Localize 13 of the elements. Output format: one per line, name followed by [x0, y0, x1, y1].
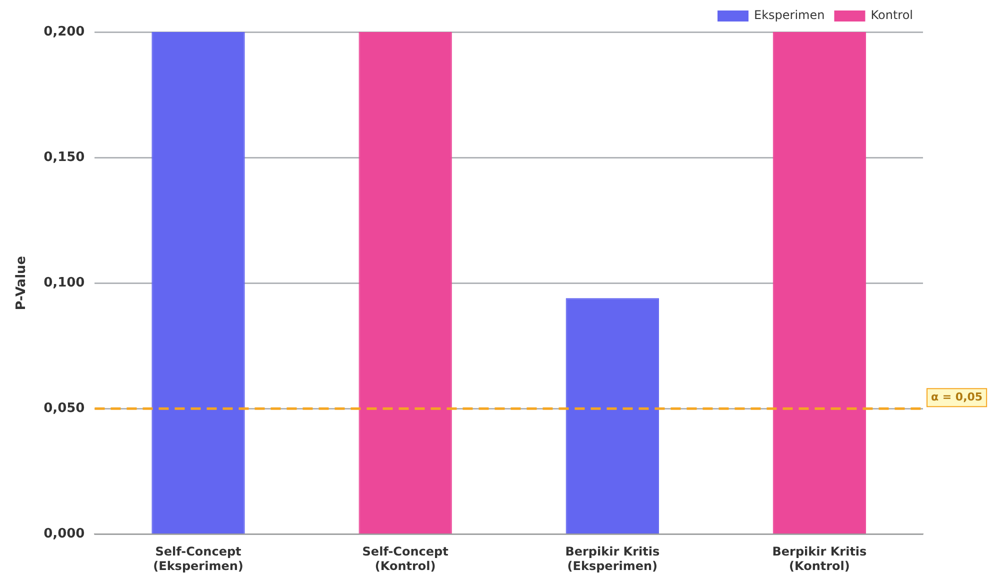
x-tick-label: Berpikir Kritis (Eksperimen) [565, 544, 660, 573]
y-tick-label: 0,100 [44, 275, 85, 290]
ref-line-label: α = 0,05 [931, 390, 983, 404]
y-tick-label: 0,150 [44, 150, 85, 165]
y-tick-label: 0,200 [44, 24, 85, 40]
x-tick-label: Berpikir Kritis (Kontrol) [772, 544, 867, 573]
x-tick-label: Self-Concept (Eksperimen) [153, 544, 244, 573]
legend-label: Kontrol [870, 8, 914, 22]
y-tick-label: 0,000 [44, 526, 85, 542]
y-tick-label: 0,050 [44, 401, 85, 416]
y-axis-title: P-Value [14, 256, 30, 310]
x-tick-label: Self-Concept (Kontrol) [362, 544, 449, 573]
legend-label: Eksperimen [754, 8, 825, 22]
